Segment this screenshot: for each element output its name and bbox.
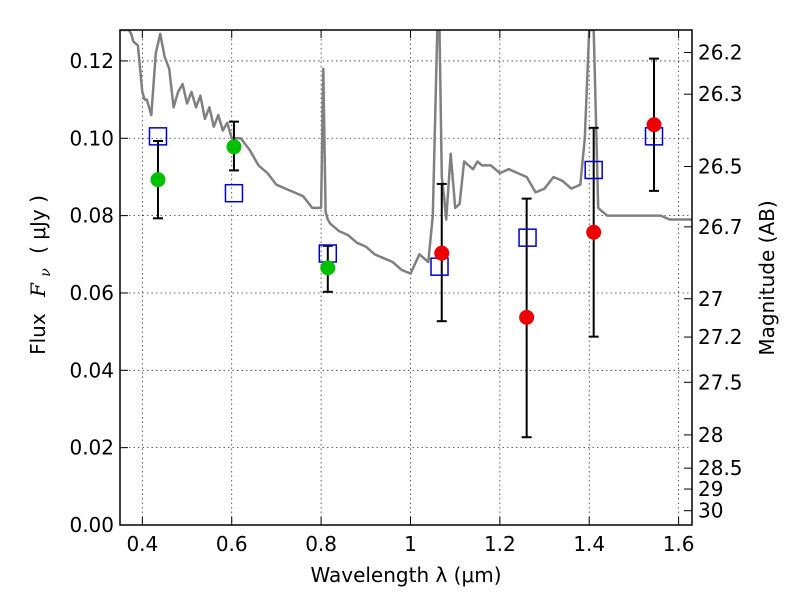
model-photometry-square (224, 183, 244, 203)
observed-flux-point (434, 245, 450, 261)
model-spectrum-line (120, 30, 692, 275)
observed-flux-point (320, 260, 336, 276)
mag-tick-label: 26.3 (698, 82, 743, 106)
y-tick-label: 0.04 (69, 358, 114, 382)
mag-tick-label: 28.5 (698, 456, 743, 480)
observed-flux-point (519, 309, 535, 325)
y-tick-label: 0.00 (69, 513, 114, 537)
mag-tick-label: 27.5 (698, 370, 743, 394)
y-tick-label: 0.02 (69, 436, 114, 460)
observed-flux-point (150, 172, 166, 188)
model-photometry-square (584, 160, 603, 180)
y-axis-label-prefix: Flux (26, 313, 50, 355)
mag-tick-label: 27 (698, 287, 723, 311)
axis-ticks (120, 30, 692, 526)
x-tick-label: 1 (404, 532, 417, 556)
mag-tick-label: 27.2 (698, 325, 743, 349)
mag-tick-label: 26.5 (698, 155, 743, 179)
plot-frame (119, 29, 693, 526)
x-axis-label: Wavelength λ (μm) (310, 563, 501, 587)
mag-tick-label: 30 (698, 499, 723, 523)
mag-tick-label: 26.2 (698, 40, 743, 64)
x-tick-label: 1.2 (484, 532, 516, 556)
observed-flux-point (226, 139, 242, 155)
tick-labels: 0.4 0.6 0.8 1 1.2 1.4 1.6 0.00 0.02 0.04 0.06 0.08 0… (69, 40, 742, 556)
y-tick-label: 0.06 (69, 281, 114, 305)
observed-flux-point (646, 117, 662, 133)
x-tick-label: 1.6 (663, 532, 695, 556)
model-photometry-square (148, 127, 168, 146)
x-tick-label: 0.6 (216, 532, 248, 556)
y-axis-label: Flux F ν ( μJy ) (26, 195, 55, 355)
mag-tick-label: 26.7 (698, 215, 743, 239)
x-tick-label: 0.8 (305, 532, 337, 556)
mag-tick-label: 28 (698, 423, 723, 447)
y2-axis-label: Magnitude (AB) (755, 200, 779, 355)
plot-area (120, 30, 692, 439)
y-tick-label: 0.10 (69, 126, 114, 150)
y-tick-label: 0.12 (69, 49, 114, 73)
x-tick-label: 1.4 (573, 532, 605, 556)
y-tick-label: 0.08 (69, 204, 114, 228)
grid-lines (120, 30, 692, 526)
y-axis-label-sub: ν (38, 268, 54, 277)
mag-tick-label: 29 (698, 477, 723, 501)
y-axis-label-symbol: F (26, 282, 50, 298)
y-axis-label-unit: ( μJy ) (26, 195, 50, 254)
observed-flux-point (586, 224, 602, 240)
model-photometry-square (518, 228, 537, 247)
model-photometry-square (430, 257, 449, 276)
x-tick-label: 0.4 (126, 532, 158, 556)
